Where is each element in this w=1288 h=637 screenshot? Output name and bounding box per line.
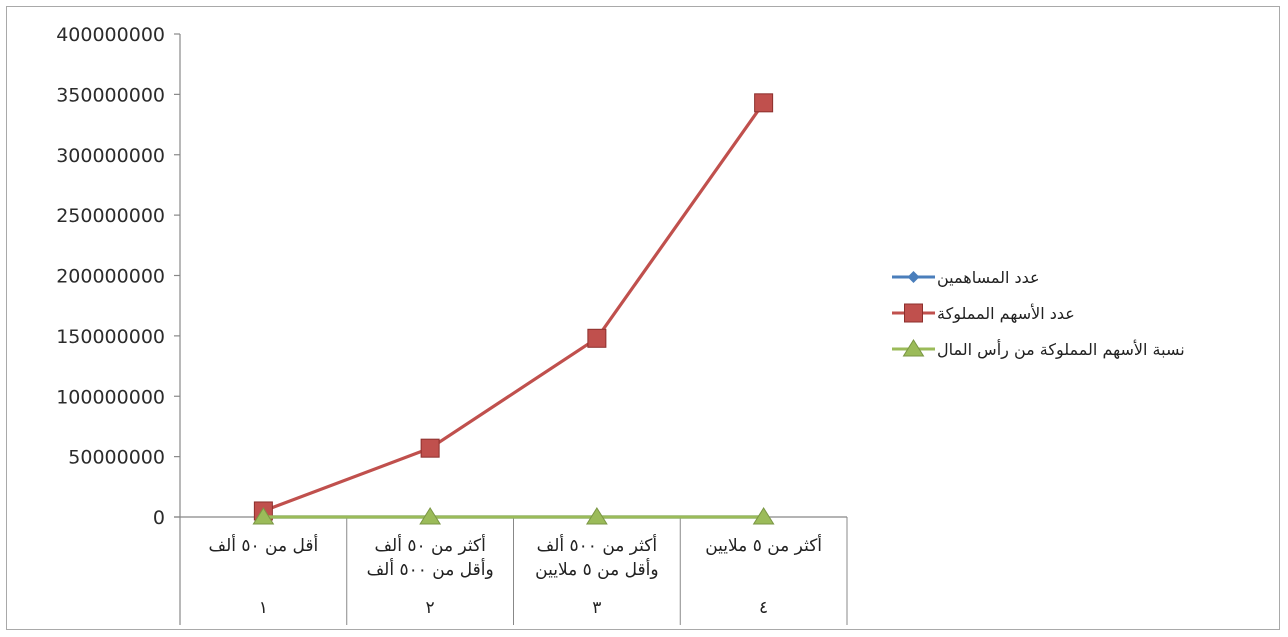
y-tick-label: 200000000	[56, 266, 165, 288]
chart-frame: 0 50000000 100000000 150000000 200000000 2500…	[6, 6, 1280, 630]
data-point-marker	[585, 507, 608, 525]
x-category-label: وأقل من ٥٠٠ ألف	[367, 558, 494, 580]
legend-marker	[904, 303, 923, 323]
data-point-marker	[419, 507, 442, 525]
x-category-number: ٣	[592, 598, 601, 618]
y-axis-ticks: 0 50000000 100000000 150000000 200000000 2500…	[56, 24, 180, 529]
legend-item: نسبة الأسهم المملوكة من رأس المال	[892, 339, 1185, 360]
legend-label: عدد المساهمين	[937, 268, 1040, 288]
series-2	[253, 93, 774, 521]
y-tick-label: 50000000	[68, 447, 165, 469]
y-tick-label: 150000000	[56, 326, 165, 348]
y-tick-label: 250000000	[56, 205, 165, 227]
legend-marker	[907, 271, 920, 283]
y-tick-label: 350000000	[56, 84, 165, 106]
y-tick-label: 300000000	[56, 145, 165, 167]
y-tick-label: 100000000	[56, 386, 165, 408]
x-category-label: أكثر من ٥٠٠ ألف	[537, 534, 658, 556]
x-category-label: أكثر من ٥٠ ألف	[374, 534, 485, 556]
data-point-marker	[754, 93, 774, 113]
x-category-number: ٢	[426, 598, 435, 618]
series-line	[262, 101, 765, 513]
data-point-marker	[752, 507, 775, 525]
y-tick-label: 400000000	[56, 24, 165, 46]
line-chart: 0 50000000 100000000 150000000 200000000 2500…	[56, 24, 1185, 625]
x-category-label: وأقل من ٥ ملايين	[535, 558, 658, 580]
x-category-number: ٤	[759, 598, 768, 618]
legend-item: عدد المساهمين	[892, 268, 1040, 288]
data-point-marker	[587, 328, 607, 348]
x-category-label: أقل من ٥٠ ألف	[208, 534, 318, 556]
legend-item: عدد الأسهم المملوكة	[892, 303, 1075, 324]
x-category-label: أكثر من ٥ ملايين	[705, 534, 822, 556]
legend-marker	[902, 339, 925, 357]
legend-label: نسبة الأسهم المملوكة من رأس المال	[937, 339, 1185, 360]
data-point-marker	[252, 507, 275, 525]
x-category-number: ١	[259, 598, 268, 618]
legend: عدد المساهمين عدد الأسهم المملوكة نسبة الأ…	[892, 268, 1185, 360]
plot-area	[252, 93, 775, 525]
data-point-marker	[420, 438, 440, 458]
y-tick-label: 0	[153, 507, 165, 529]
series-3	[252, 507, 775, 525]
legend-label: عدد الأسهم المملوكة	[937, 303, 1075, 324]
